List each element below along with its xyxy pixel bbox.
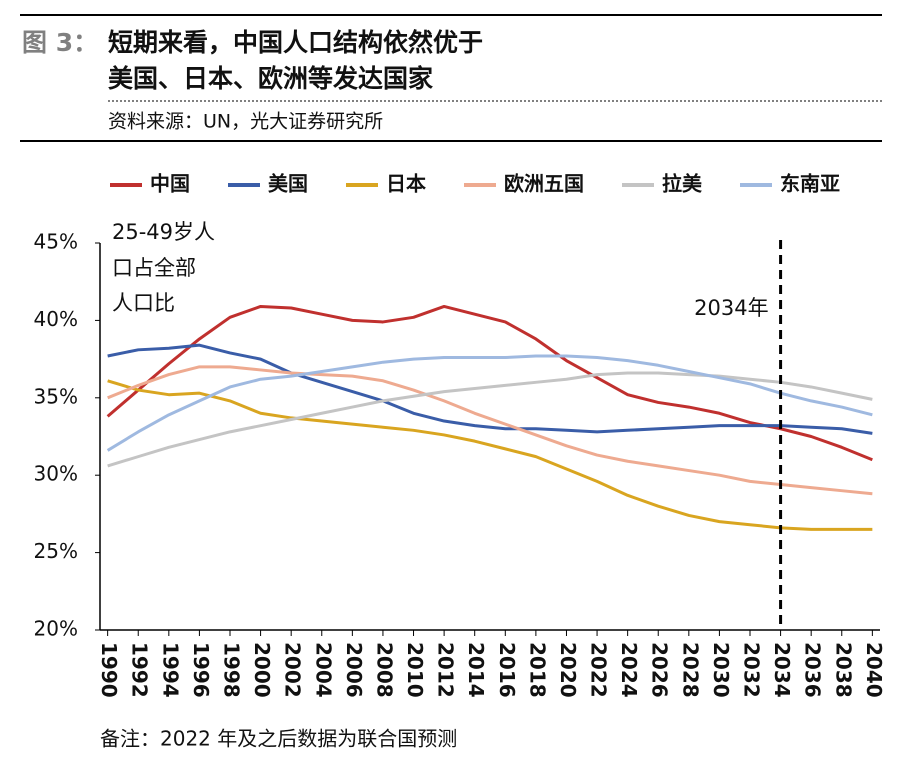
y-annotation: 口占全部: [112, 256, 196, 280]
y-tick-label: 40%: [34, 307, 78, 331]
series-line: [107, 379, 873, 531]
x-tick-label: 1998: [220, 642, 244, 698]
x-tick-label: 1990: [97, 642, 121, 698]
x-tick-label: 2006: [342, 642, 366, 698]
series-line: [107, 343, 873, 435]
x-tick-label: 2028: [678, 642, 702, 698]
x-tick-label: 1994: [158, 642, 182, 698]
source: 资料来源：UN，光大证券研究所: [108, 111, 383, 133]
chart-title: 美国、日本、欧洲等发达国家: [108, 64, 433, 93]
y-annotation: 25-49岁人: [112, 220, 215, 244]
series-line: [106, 304, 873, 462]
x-tick-label: 2032: [740, 642, 764, 698]
x-tick-label: 2020: [556, 642, 580, 698]
series-line: [107, 365, 873, 496]
x-tick-label: 2022: [587, 642, 611, 698]
series-line: [106, 354, 873, 452]
x-tick-label: 2010: [403, 642, 427, 698]
figure-label: 图 3：: [22, 28, 98, 57]
x-tick-label: 1992: [128, 642, 152, 698]
legend-label: 拉美: [662, 172, 703, 196]
chart-title: 短期来看，中国人口结构依然优于: [108, 28, 483, 57]
y-tick-label: 45%: [34, 230, 78, 254]
y-tick-label: 35%: [34, 384, 78, 408]
x-tick-label: 1996: [189, 642, 213, 698]
y-tick-label: 30%: [34, 462, 78, 486]
x-tick-label: 2018: [525, 642, 549, 698]
x-tick-label: 2004: [311, 642, 335, 698]
marker-label: 2034年: [694, 296, 768, 320]
x-tick-label: 2038: [831, 642, 855, 698]
y-tick-label: 25%: [34, 539, 78, 563]
series-line: [107, 371, 873, 468]
x-tick-label: 2016: [495, 642, 519, 698]
x-tick-label: 2040: [862, 642, 886, 698]
x-tick-label: 2024: [617, 642, 641, 698]
x-tick-label: 2002: [281, 642, 305, 698]
x-tick-label: 2036: [801, 642, 825, 698]
x-tick-label: 2000: [250, 642, 274, 698]
x-tick-label: 2034: [770, 642, 794, 698]
y-annotation: 人口比: [112, 291, 175, 315]
legend-label: 美国: [268, 172, 308, 196]
note: 备注：2022 年及之后数据为联合国预测: [100, 727, 457, 751]
legend-label: 欧洲五国: [504, 172, 584, 196]
x-tick-label: 2030: [709, 642, 733, 698]
legend-label: 日本: [386, 172, 426, 196]
y-tick-label: 20%: [34, 617, 78, 641]
x-tick-label: 2008: [372, 642, 396, 698]
x-tick-label: 2014: [464, 642, 488, 698]
x-tick-label: 2012: [434, 642, 458, 698]
x-tick-label: 2026: [648, 642, 672, 698]
legend-label: 中国: [150, 172, 190, 196]
legend-label: 东南亚: [780, 172, 840, 196]
